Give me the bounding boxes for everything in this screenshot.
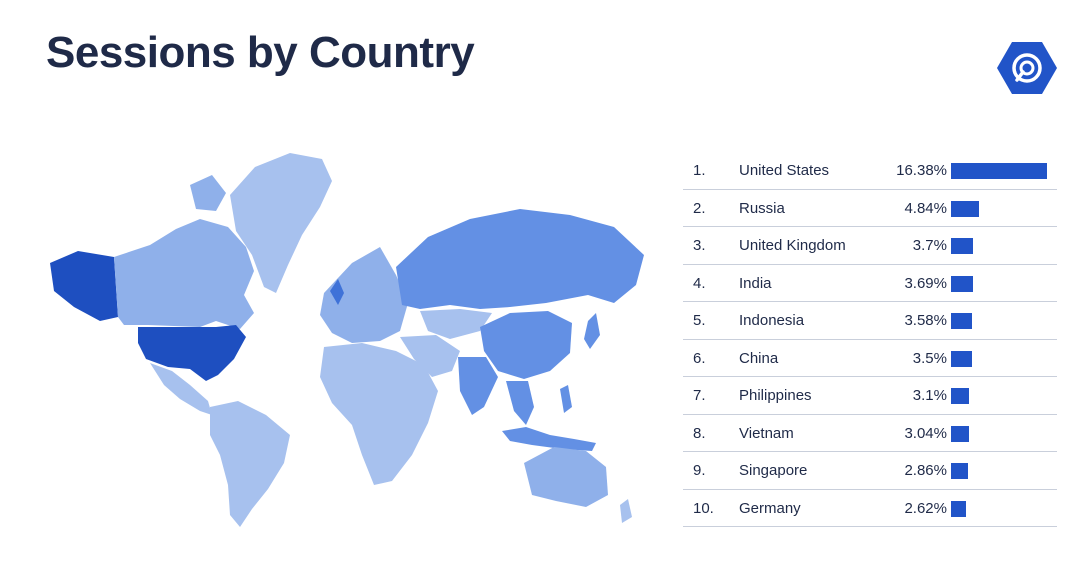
percentage-label: 3.04% [904,424,947,442]
percentage-label: 3.58% [904,312,947,329]
table-row: 6. China 3.5% [683,340,1057,377]
rank-label: 5. [693,312,706,329]
map-region-canada [114,219,254,329]
table-row: 4. India 3.69% [683,265,1057,302]
value-bar [951,238,973,254]
radar-signal-hexagon-icon [997,42,1057,94]
value-bar [951,163,1047,179]
value-bar [951,313,972,329]
rank-label: 4. [693,274,706,292]
percentage-label: 2.62% [904,499,947,517]
rank-label: 1. [693,162,706,179]
percentage-label: 4.84% [904,199,947,217]
map-region-indonesia [502,427,596,451]
table-row: 3. United Kingdom 3.7% [683,227,1057,265]
rank-label: 8. [693,424,706,442]
table-row: 5. Indonesia 3.58% [683,302,1057,340]
percentage-label: 3.1% [912,387,947,404]
value-bar [951,200,980,217]
map-region-australia [524,447,608,507]
value-bar [951,275,973,292]
country-label: United Kingdom [739,237,846,254]
value-bar [951,350,972,367]
table-row: 10. Germany 2.62% [683,490,1057,527]
country-label: China [739,349,779,367]
table-row: 2. Russia 4.84% [683,190,1057,227]
table-row: 1. United States 16.38% [683,152,1057,190]
map-region-central-asia [420,309,492,339]
rank-label: 10. [693,499,714,517]
map-region-arctic-islands [190,175,226,211]
map-region-europe [320,247,408,343]
country-label: United States [739,162,830,179]
country-label: Philippines [739,387,812,404]
value-bar [951,388,970,404]
map-region-new-zealand [620,499,632,523]
map-region-united-states [138,325,246,381]
rank-label: 3. [693,237,706,254]
map-region-philippines [560,385,572,413]
country-label: Russia [739,199,785,217]
map-region-japan [584,313,600,349]
percentage-label: 3.5% [912,349,947,367]
page-title: Sessions by Country [46,28,475,77]
rank-label: 2. [693,199,706,217]
world-choropleth-map [50,153,644,527]
map-region-india [458,357,498,415]
rank-label: 9. [693,462,706,479]
percentage-label: 2.86% [904,462,947,479]
map-region-middle-east [400,335,460,377]
country-label: India [739,274,772,292]
country-label: Singapore [739,462,808,479]
rank-label: 7. [693,387,706,404]
value-bar [951,463,968,479]
table-row: 7. Philippines 3.1% [683,377,1057,415]
map-region-russia [396,209,644,309]
map-region-africa [320,343,438,485]
percentage-label: 3.69% [904,274,947,292]
map-region-china [480,311,572,379]
map-region-united-kingdom [330,279,344,305]
table-row: 8. Vietnam 3.04% [683,415,1057,452]
percentage-label: 3.7% [912,237,947,254]
map-region-central-america [150,363,212,415]
map-region-alaska [50,251,118,321]
map-region-southeast-asia [506,381,534,425]
country-label: Vietnam [739,424,794,442]
percentage-label: 16.38% [896,162,947,179]
value-bar [951,500,967,517]
map-region-greenland [230,153,332,293]
country-label: Germany [739,499,801,517]
map-region-south-america [210,401,290,527]
table-row: 9. Singapore 2.86% [683,452,1057,490]
value-bar [951,425,969,442]
country-ranking-table: 1. United States 16.38% 2. Russia 4.84% 3. Unit… [683,152,1057,527]
country-label: Indonesia [739,312,805,329]
rank-label: 6. [693,349,706,367]
